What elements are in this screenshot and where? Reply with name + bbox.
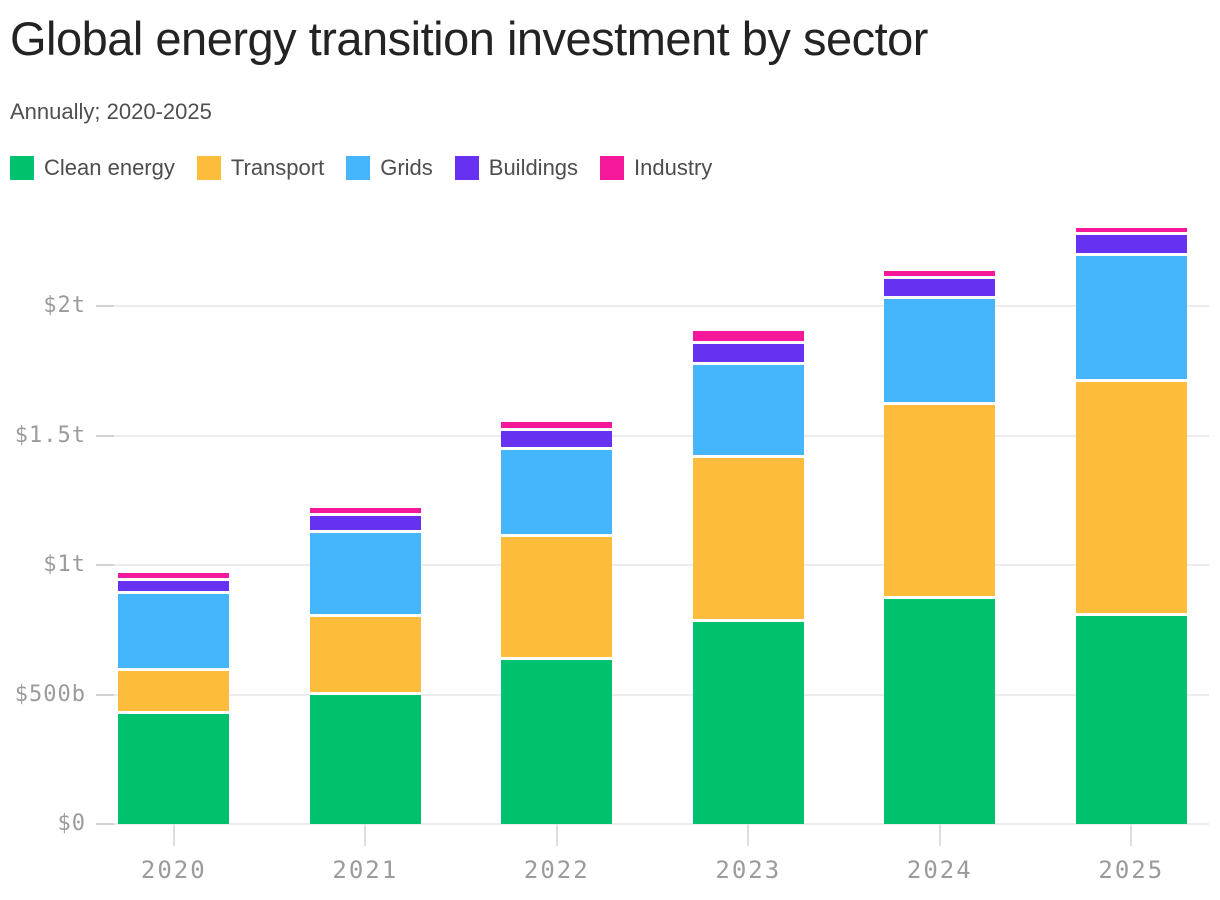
legend-label: Grids [380, 155, 433, 180]
bar-segment-buildings-2025 [1075, 235, 1187, 257]
bar-segment-grids-2021 [309, 532, 421, 618]
legend-item-clean-energy: Clean energy [10, 156, 175, 180]
legend-item-grids: Grids [346, 156, 433, 180]
bar-segment-industry-2022 [501, 421, 613, 431]
bar-segment-buildings-2021 [309, 516, 421, 533]
bar-segment-transport-2025 [1075, 381, 1187, 616]
bar-segment-industry-2020 [118, 573, 230, 581]
legend-label: Transport [230, 155, 325, 180]
plot-area [96, 204, 1209, 825]
x-axis-tick [364, 824, 367, 846]
bar-segment-clean-energy-2023 [692, 622, 804, 824]
y-axis-tick [96, 693, 114, 696]
y-axis-label--2t: $2t [43, 293, 86, 319]
gridline--1-5t [96, 434, 1209, 437]
legend-label: Clean energy [44, 155, 175, 180]
bar-segment-transport-2021 [309, 617, 421, 695]
y-axis: $0 $500b $1t $1.5t $2t [0, 204, 86, 835]
bar-2023 [692, 331, 804, 824]
bar-segment-clean-energy-2025 [1075, 615, 1187, 824]
bar-segment-grids-2020 [118, 593, 230, 672]
bar-2021 [309, 508, 421, 824]
y-axis-tick [96, 564, 114, 567]
bar-segment-transport-2023 [692, 457, 804, 623]
bar-segment-grids-2023 [692, 364, 804, 458]
x-axis-tick [172, 824, 175, 846]
y-axis-tick [96, 305, 114, 308]
legend-label: Buildings [488, 155, 579, 180]
legend: Clean energy Transport Grids Buildings I… [10, 156, 712, 180]
bar-segment-transport-2024 [884, 404, 996, 599]
legend-item-transport: Transport [196, 155, 325, 180]
legend-item-industry: Industry [600, 156, 712, 180]
legend-swatch-grids [346, 156, 371, 180]
gridline--1t [96, 564, 1209, 567]
y-axis-tick [96, 434, 114, 437]
bar-segment-clean-energy-2024 [884, 598, 996, 824]
bar-segment-buildings-2024 [884, 279, 996, 299]
x-axis-label-2023: 2023 [715, 856, 782, 884]
legend-swatch-industry [600, 156, 625, 180]
legend-item-buildings: Buildings [454, 155, 579, 180]
y-axis-label--1-5t: $1.5t [14, 422, 86, 448]
bar-segment-industry-2023 [692, 331, 804, 344]
x-axis-label-2021: 2021 [332, 856, 399, 884]
bar-2020 [118, 573, 230, 824]
x-axis-tick [938, 824, 941, 846]
x-axis-label-2024: 2024 [906, 856, 973, 884]
bar-2025 [1075, 227, 1187, 824]
y-axis-label--1t: $1t [43, 552, 86, 578]
x-axis-tick [1130, 824, 1133, 846]
legend-swatch-clean-energy [10, 156, 34, 180]
bar-segment-grids-2022 [501, 450, 613, 537]
bar-segment-grids-2024 [884, 298, 996, 405]
bar-2024 [884, 271, 996, 824]
bar-segment-buildings-2022 [501, 430, 613, 451]
gridline--500b [96, 693, 1209, 696]
y-axis-label--0: $0 [57, 811, 86, 836]
legend-swatch-buildings [454, 156, 479, 180]
bar-segment-industry-2024 [884, 271, 996, 280]
x-axis-label-2022: 2022 [523, 856, 590, 884]
bar-segment-buildings-2023 [692, 343, 804, 365]
bar-segment-clean-energy-2020 [118, 714, 230, 824]
x-axis-tick [555, 824, 558, 846]
bar-segment-industry-2021 [309, 508, 421, 517]
legend-swatch-transport [196, 156, 221, 180]
bar-2022 [501, 421, 613, 824]
bar-segment-transport-2020 [118, 671, 230, 714]
gridline--0 [96, 823, 1209, 825]
y-axis-label--500b: $500b [14, 681, 86, 707]
chart-title: Global energy transition investment by s… [10, 12, 928, 65]
x-axis-label-2020: 2020 [140, 856, 207, 884]
gridline--2t [96, 305, 1209, 308]
x-axis-tick [747, 824, 750, 846]
bar-segment-grids-2025 [1075, 256, 1187, 382]
bar-segment-transport-2022 [501, 536, 613, 660]
chart-subtitle: Annually; 2020-2025 [10, 99, 212, 124]
bar-segment-clean-energy-2022 [501, 659, 613, 824]
bar-segment-industry-2025 [1075, 227, 1187, 236]
legend-label: Industry [634, 155, 713, 180]
y-axis-tick [96, 823, 114, 825]
bar-segment-buildings-2020 [118, 580, 230, 594]
x-axis-label-2025: 2025 [1098, 856, 1165, 884]
bar-segment-clean-energy-2021 [309, 694, 421, 824]
